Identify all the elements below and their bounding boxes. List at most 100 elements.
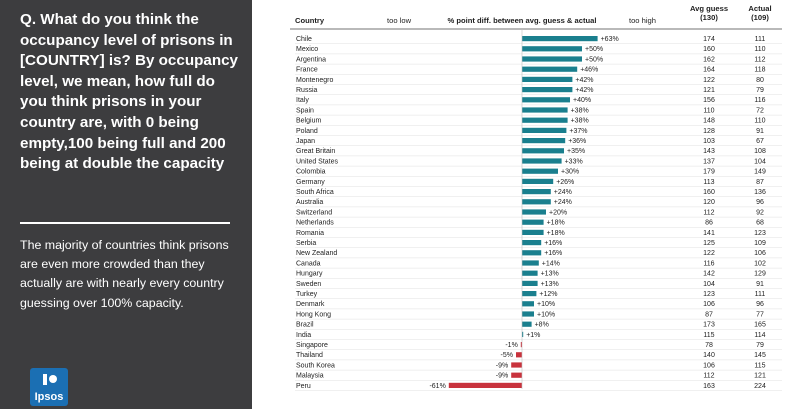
country-label: Poland [296,128,318,135]
value-label: +38% [571,118,589,125]
actual-value: 72 [756,107,764,114]
avg-guess-value: 115 [703,332,714,339]
avg-guess-value: 78 [705,342,713,349]
bar [522,209,546,215]
actual-value: 96 [756,301,764,308]
header-actual-total: (109) [751,13,769,22]
country-label: Malaysia [296,373,324,380]
bar [522,199,551,205]
header-avg-guess: Avg guess [690,4,728,13]
avg-guess-value: 122 [703,77,715,84]
value-label: -1% [505,342,517,349]
actual-value: 136 [754,189,766,196]
actual-value: 91 [756,281,764,288]
value-label: +13% [541,281,559,288]
header-country: Country [295,16,325,25]
avg-guess-value: 179 [703,169,715,176]
value-label: +24% [554,189,572,196]
avg-guess-value: 137 [703,158,715,165]
bar [522,36,598,42]
value-label: +50% [585,46,603,53]
value-label: +50% [585,56,603,63]
value-label: +42% [575,87,593,94]
avg-guess-value: 162 [703,56,715,63]
avg-guess-value: 112 [703,209,714,216]
chart-area: Country too low % point diff. between av… [252,0,800,409]
value-label: +37% [569,128,587,135]
country-label: Sweden [296,281,321,288]
actual-value: 116 [754,97,765,104]
avg-guess-value: 143 [703,148,715,155]
value-label: -61% [429,383,445,390]
bar [522,66,578,72]
avg-guess-value: 123 [703,291,715,298]
avg-guess-value: 173 [703,322,715,329]
actual-value: 87 [756,179,764,186]
value-label: +20% [549,209,567,216]
actual-value: 110 [754,118,765,125]
bar [522,219,544,225]
actual-value: 102 [754,260,766,267]
header-actual: Actual [748,4,771,13]
bar [448,382,522,388]
value-label: +36% [568,138,586,145]
value-label: +12% [539,291,557,298]
avg-guess-value: 116 [703,260,714,267]
avg-guess-value: 87 [705,311,713,318]
bar [522,76,573,82]
actual-value: 111 [755,36,766,43]
actual-value: 104 [754,158,766,165]
country-label: Colombia [296,169,326,176]
bar [522,168,558,174]
logo-mark-icon [43,374,57,385]
divider [20,222,230,224]
country-label: India [296,332,311,339]
country-label: Switzerland [296,209,332,216]
actual-value: 67 [756,138,764,145]
bar [522,270,538,276]
bar [522,178,554,184]
actual-value: 129 [754,271,766,278]
bar [522,250,542,256]
bar [522,291,537,297]
country-label: Romania [296,230,324,237]
value-label: +30% [561,169,579,176]
logo-text: Ipsos [34,391,64,403]
country-label: Brazil [296,322,314,329]
country-label: Peru [296,383,311,390]
country-label: Great Britain [296,148,335,155]
value-label: +38% [571,107,589,114]
avg-guess-value: 110 [703,107,714,114]
value-label: +26% [556,179,574,186]
value-label: -5% [501,352,513,359]
actual-value: 77 [756,311,764,318]
actual-value: 118 [754,67,765,74]
country-label: Montenegro [296,77,333,84]
actual-value: 68 [756,220,764,227]
actual-value: 112 [754,56,765,63]
value-label: +18% [547,230,565,237]
bar [522,107,568,113]
avg-guess-value: 160 [703,46,715,53]
ipsos-logo: Ipsos [30,368,68,406]
country-label: Turkey [296,291,318,298]
bar [522,189,551,195]
value-label: +10% [537,311,555,318]
value-label: +14% [542,260,560,267]
bar [522,301,534,307]
actual-value: 108 [754,148,766,155]
avg-guess-value: 148 [703,118,715,125]
avg-guess-value: 164 [703,67,715,74]
bar [522,158,562,164]
header-too-high: too high [629,16,656,25]
value-label: +42% [575,77,593,84]
country-label: Spain [296,107,314,114]
avg-guess-value: 141 [703,230,715,237]
avg-guess-value: 103 [703,138,715,145]
avg-guess-value: 121 [703,87,715,94]
bar [522,117,568,123]
bar [511,372,522,378]
country-label: France [296,67,318,74]
avg-guess-value: 86 [705,220,713,227]
actual-value: 80 [756,77,764,84]
